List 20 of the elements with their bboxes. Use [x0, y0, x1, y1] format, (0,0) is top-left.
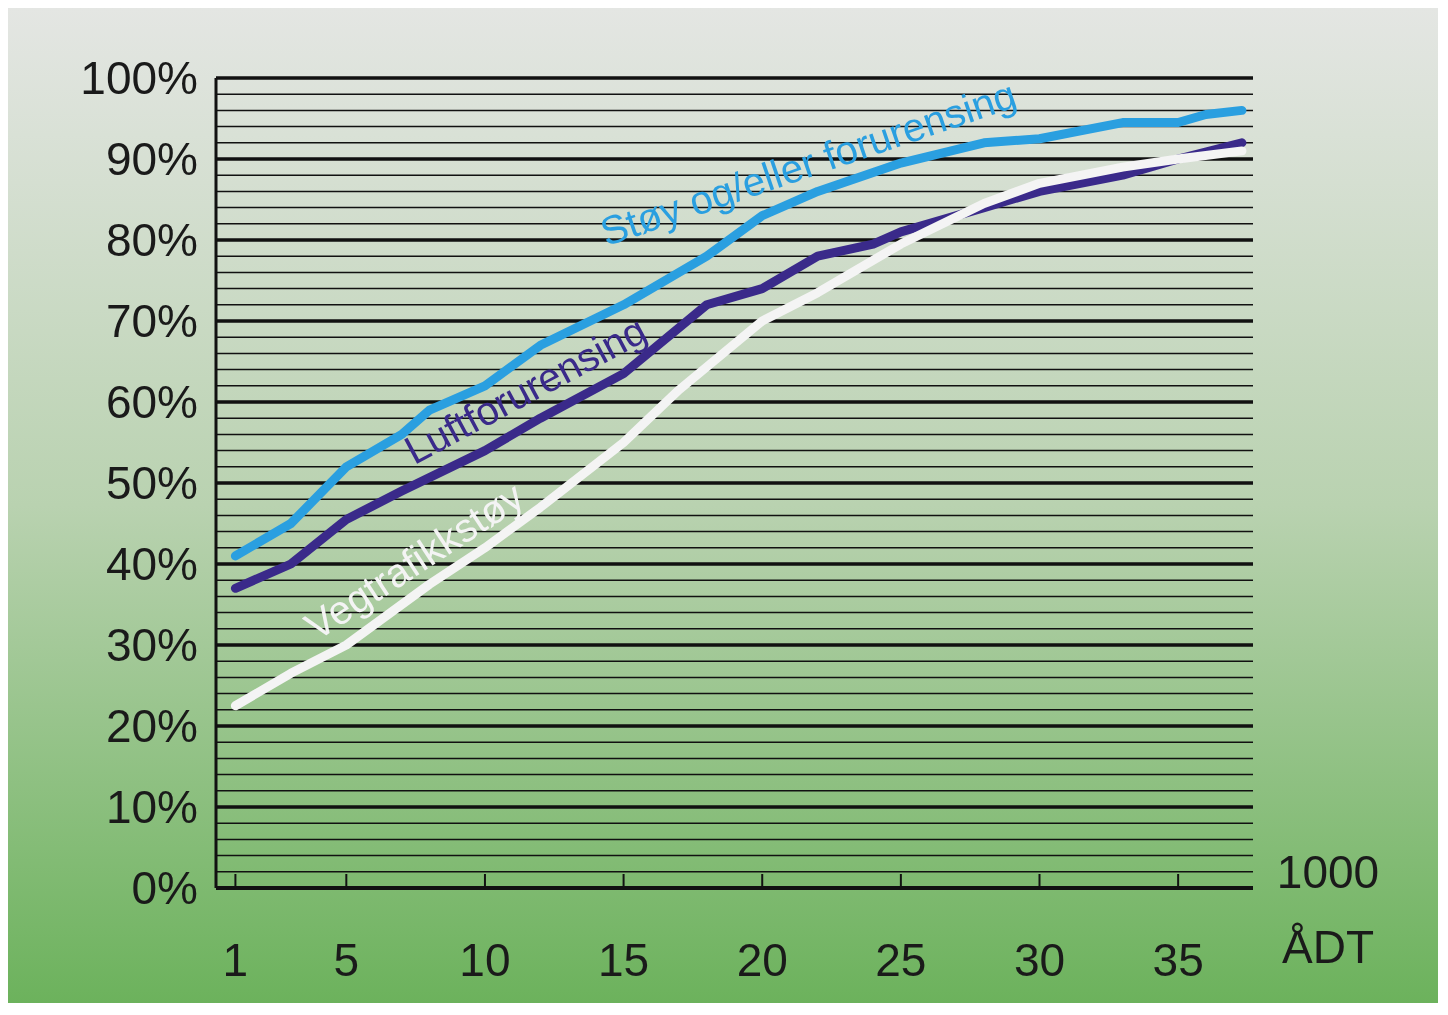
x-tick-label: 10 [459, 934, 511, 986]
y-tick-label: 0% [131, 862, 198, 914]
x-tick-label: 35 [1152, 934, 1204, 986]
x-tick-label: 1 [222, 934, 249, 986]
y-tick-label: 100% [80, 52, 198, 104]
y-tick-label: 70% [105, 295, 198, 347]
y-tick-label: 90% [105, 133, 198, 185]
x-tick-label: 5 [333, 934, 360, 986]
y-tick-label: 40% [105, 538, 198, 590]
y-tick-label: 50% [105, 457, 198, 509]
x-tick-label: 25 [875, 934, 927, 986]
x-axis-title: 1000 ÅDT [1276, 846, 1380, 973]
y-tick-label: 80% [105, 214, 198, 266]
y-tick-label: 30% [105, 619, 198, 671]
y-tick-label: 60% [105, 376, 198, 428]
y-tick-label: 20% [105, 700, 198, 752]
x-tick-label: 15 [598, 934, 650, 986]
x-tick-label: 20 [736, 934, 788, 986]
x-tick-label: 30 [1013, 934, 1066, 986]
y-tick-label: 10% [105, 781, 198, 833]
